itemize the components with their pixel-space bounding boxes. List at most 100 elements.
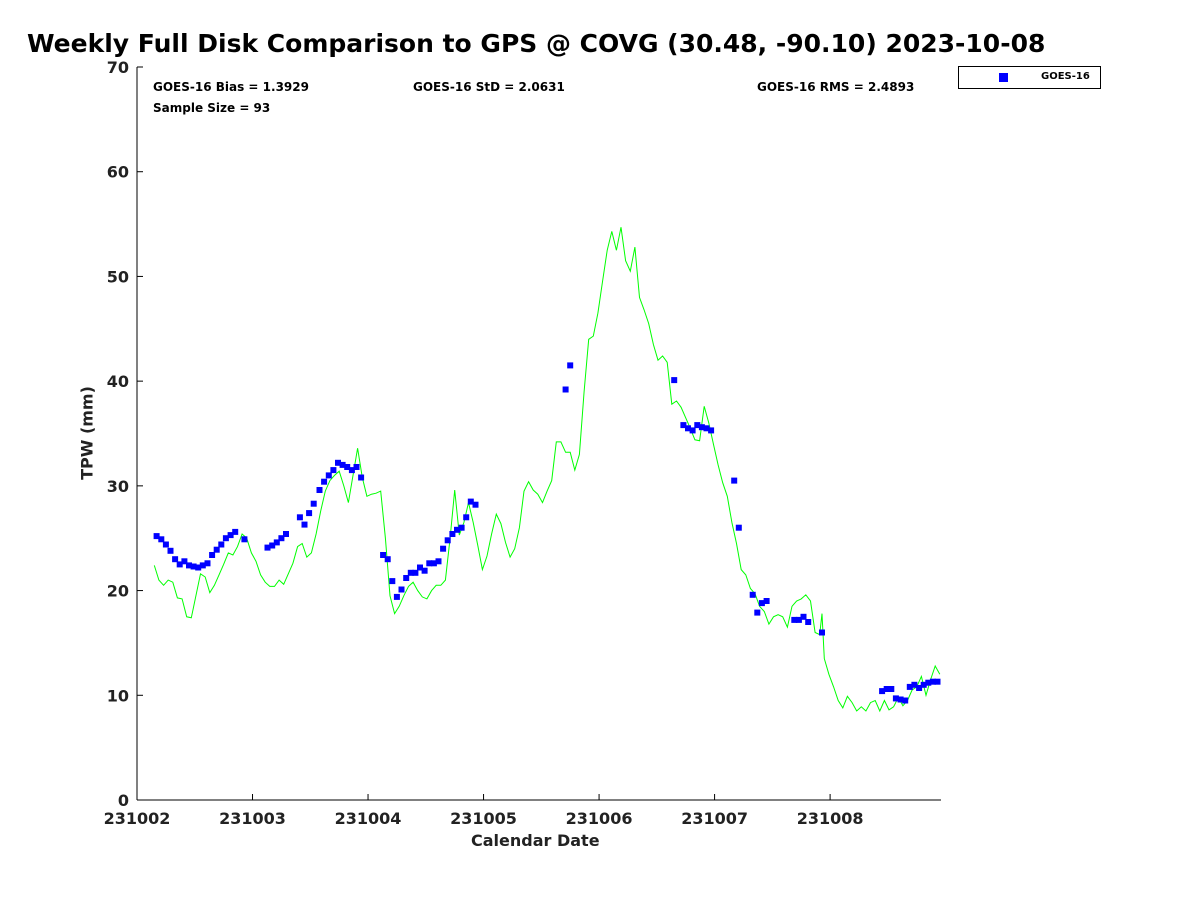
- y-tick-label: 60: [107, 163, 129, 182]
- goes16-data-point: [380, 552, 387, 558]
- goes16-data-point: [358, 474, 365, 481]
- goes16-data-point: [209, 552, 216, 558]
- goes16-data-point: [158, 536, 165, 543]
- goes16-data-point: [763, 598, 770, 604]
- goes16-data-point: [689, 427, 696, 434]
- goes16-data-point: [199, 562, 206, 569]
- goes16-data-point: [348, 467, 355, 474]
- goes16-data-point: [417, 564, 423, 571]
- goes16-data-point: [920, 681, 927, 688]
- goes16-data-point: [879, 688, 886, 695]
- goes16-data-point: [393, 593, 400, 600]
- goes16-data-point: [181, 558, 188, 565]
- y-tick-label: 30: [107, 477, 129, 496]
- goes16-data-point: [892, 695, 899, 702]
- goes16-data-point: [195, 564, 202, 571]
- goes16-data-point: [805, 619, 812, 625]
- x-tick-label: 231003: [219, 809, 286, 828]
- gps-series-line: [153, 227, 941, 713]
- goes16-data-point: [412, 569, 419, 576]
- goes16-data-point: [791, 616, 798, 623]
- goes16-data-point: [384, 556, 391, 563]
- goes16-data-point: [902, 697, 909, 704]
- goes16-data-point: [186, 562, 192, 569]
- goes16-data-point: [296, 514, 303, 521]
- goes16-data-point: [449, 531, 456, 537]
- goes16-data-point: [463, 514, 470, 521]
- goes16-data-point: [708, 427, 715, 434]
- goes16-data-point: [273, 539, 280, 546]
- goes16-data-point: [353, 464, 360, 470]
- y-tick-label: 50: [107, 267, 129, 286]
- goes16-data-point: [754, 609, 761, 616]
- y-tick-label: 40: [107, 372, 129, 391]
- goes16-data-point: [153, 533, 160, 540]
- x-tick-label: 231007: [681, 809, 748, 828]
- goes16-data-point: [325, 472, 332, 479]
- std-stat: GOES-16 StD = 2.0631: [413, 80, 565, 94]
- x-tick-label: 231008: [797, 809, 864, 828]
- goes16-data-point: [731, 477, 738, 484]
- legend: GOES-16: [958, 66, 1101, 89]
- goes16-data-point: [671, 377, 678, 384]
- x-tick-label: 231004: [335, 809, 402, 828]
- goes16-data-point: [934, 678, 941, 685]
- y-axis-label: TPW (mm): [77, 386, 97, 480]
- goes16-data-point: [562, 386, 569, 393]
- goes16-data-point: [204, 560, 211, 567]
- chart-title: Weekly Full Disk Comparison to GPS @ COV…: [27, 29, 1046, 58]
- goes16-data-point: [694, 422, 701, 429]
- goes16-data-point: [925, 679, 932, 686]
- goes16-data-point: [283, 531, 289, 537]
- goes16-data-point: [222, 535, 229, 542]
- goes16-data-point: [567, 362, 574, 369]
- goes16-data-point: [426, 560, 433, 567]
- goes16-data-point: [916, 685, 923, 691]
- goes16-data-point: [795, 616, 802, 623]
- goes16-data-point: [241, 536, 248, 543]
- goes16-data-point: [911, 681, 918, 688]
- x-tick-label: 231006: [566, 809, 633, 828]
- goes16-data-point: [344, 464, 351, 470]
- goes16-data-point: [264, 544, 271, 551]
- y-tick-label: 70: [107, 58, 129, 77]
- sample-size-stat: Sample Size = 93: [153, 101, 271, 115]
- goes16-data-point: [190, 563, 197, 570]
- goes16-data-point: [232, 528, 239, 535]
- goes16-data-point: [703, 425, 710, 432]
- x-tick-label: 231005: [450, 809, 517, 828]
- goes16-data-point: [162, 541, 169, 548]
- goes16-data-point: [897, 696, 904, 703]
- goes16-data-point: [735, 524, 742, 531]
- goes16-data-point: [227, 532, 234, 539]
- goes16-data-point: [306, 510, 313, 517]
- goes16-data-point: [800, 613, 807, 620]
- goes16-data-point: [278, 535, 285, 542]
- goes16-data-point: [167, 547, 174, 554]
- goes16-data-point: [883, 686, 890, 692]
- bias-stat: GOES-16 Bias = 1.3929: [153, 80, 309, 94]
- legend-marker-icon: [999, 73, 1008, 82]
- goes16-data-point: [330, 467, 337, 474]
- goes16-data-point: [698, 424, 705, 431]
- x-tick-label: 231002: [104, 809, 171, 828]
- goes16-data-point: [680, 422, 687, 429]
- goes16-data-point: [339, 461, 346, 468]
- goes16-data-point: [440, 545, 447, 552]
- goes16-data-point: [269, 542, 276, 549]
- goes16-data-point: [335, 459, 341, 466]
- goes16-data-point: [398, 586, 405, 593]
- goes16-data-point: [454, 526, 460, 533]
- goes16-data-point: [316, 487, 323, 493]
- y-tick-label: 0: [118, 791, 129, 810]
- goes16-data-point: [389, 578, 396, 585]
- rms-stat: GOES-16 RMS = 2.4893: [757, 80, 915, 94]
- goes16-data-point: [906, 683, 913, 690]
- goes16-data-point: [213, 546, 220, 553]
- goes16-data-point: [176, 561, 183, 568]
- goes16-data-point: [758, 600, 765, 607]
- goes16-data-point: [301, 521, 308, 528]
- x-axis-label: Calendar Date: [471, 831, 600, 850]
- goes16-data-point: [819, 629, 825, 636]
